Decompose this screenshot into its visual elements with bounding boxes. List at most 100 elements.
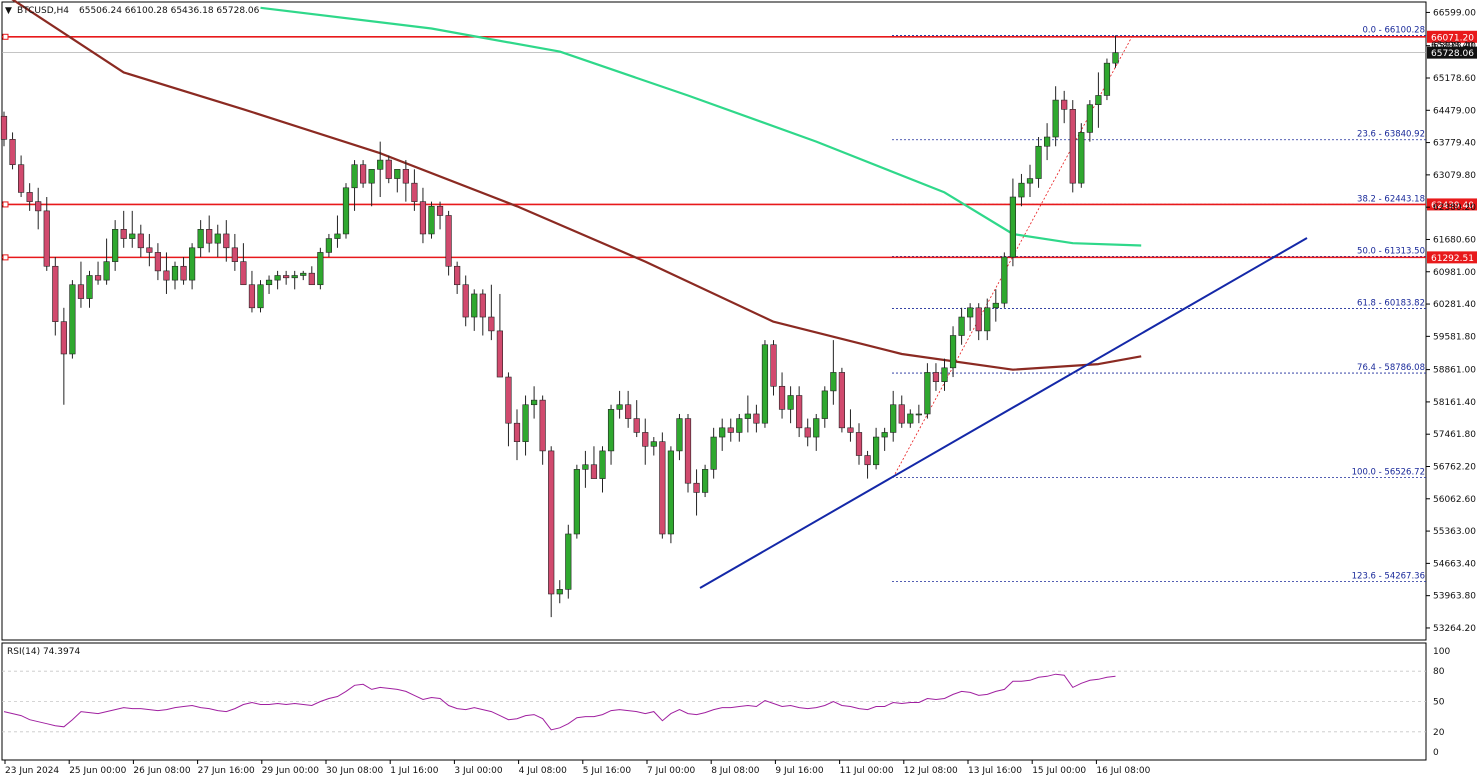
candle-body bbox=[949, 335, 957, 369]
time-tick-label: 5 Jul 16:00 bbox=[583, 766, 632, 776]
symbol-arrow-icon[interactable]: ▼ bbox=[5, 6, 12, 16]
candle-body bbox=[231, 247, 238, 262]
candle-body bbox=[1095, 95, 1102, 106]
candle-body bbox=[206, 229, 213, 244]
candle-body bbox=[248, 284, 256, 309]
candle-body bbox=[736, 418, 743, 433]
candle-body bbox=[77, 284, 85, 299]
candle-body bbox=[479, 293, 486, 318]
candle-body bbox=[223, 233, 230, 249]
candle-body bbox=[291, 275, 298, 279]
time-tick-label: 9 Jul 16:00 bbox=[775, 766, 824, 776]
candle-body bbox=[428, 205, 435, 235]
candle-body bbox=[855, 432, 863, 456]
candle-body bbox=[642, 432, 649, 447]
fib-level-label: 76.4 - 58786.08 bbox=[1357, 363, 1425, 373]
candle-body bbox=[650, 441, 657, 447]
candle-body bbox=[471, 293, 478, 318]
candle-body bbox=[667, 450, 674, 535]
candle-body bbox=[719, 427, 726, 438]
price-tick-label: 58161.40 bbox=[1433, 398, 1476, 408]
candle-body bbox=[385, 159, 392, 179]
candle-body bbox=[265, 279, 273, 286]
candle-body bbox=[975, 307, 982, 332]
candle-body bbox=[753, 413, 760, 424]
candle-body bbox=[992, 302, 999, 309]
candle-body bbox=[411, 182, 418, 202]
candle-body bbox=[154, 252, 162, 272]
candle-body bbox=[830, 372, 837, 392]
candle-body bbox=[163, 270, 170, 281]
candle-body bbox=[590, 464, 598, 479]
price-tick-label: 63779.40 bbox=[1433, 139, 1476, 149]
time-tick-label: 13 Jul 16:00 bbox=[968, 766, 1022, 776]
candle-body bbox=[257, 284, 264, 309]
fib-level-label: 61.8 - 60183.82 bbox=[1357, 299, 1425, 309]
candle-body bbox=[1061, 99, 1068, 110]
price-tick-label: 59581.80 bbox=[1433, 332, 1476, 342]
candle-body bbox=[129, 233, 136, 239]
time-tick-label: 12 Jul 08:00 bbox=[904, 766, 958, 776]
time-tick-label: 30 Jun 08:00 bbox=[326, 766, 383, 776]
candle-body bbox=[197, 229, 204, 249]
candle-body bbox=[915, 413, 922, 416]
candle-body bbox=[351, 164, 358, 189]
candle-body bbox=[676, 418, 683, 452]
candle-body bbox=[436, 205, 444, 216]
time-tick-label: 8 Jul 08:00 bbox=[711, 766, 760, 776]
candle-body bbox=[573, 469, 580, 535]
time-tick-label: 26 Jun 08:00 bbox=[133, 766, 190, 776]
candle-body bbox=[693, 482, 700, 493]
candle-body bbox=[821, 390, 828, 419]
candle-body bbox=[539, 399, 546, 452]
candle-body bbox=[907, 413, 914, 424]
price-tick-label: 58861.00 bbox=[1433, 366, 1476, 376]
fib-level-label: 23.6 - 63840.92 bbox=[1357, 130, 1425, 140]
candle-body bbox=[1103, 62, 1111, 96]
price-tick-label: 55363.00 bbox=[1433, 527, 1476, 537]
time-tick-label: 16 Jul 08:00 bbox=[1096, 766, 1150, 776]
rsi-level-label: 0 bbox=[1433, 748, 1439, 758]
ma-slow-line bbox=[260, 6, 1142, 247]
price-axis: 66599.0065878.4065178.6064479.0063779.40… bbox=[1426, 8, 1477, 634]
time-tick-label: 25 Jun 00:00 bbox=[69, 766, 126, 776]
fib-level-label: 50.0 - 61313.50 bbox=[1357, 246, 1425, 256]
price-tick-label: 53963.80 bbox=[1433, 592, 1476, 602]
candle-body bbox=[838, 372, 845, 429]
candle-body bbox=[565, 533, 572, 590]
rsi-level-label: 50 bbox=[1433, 698, 1445, 708]
price-tick-label: 61680.60 bbox=[1433, 235, 1476, 245]
candle-body bbox=[872, 436, 880, 466]
candle-body bbox=[890, 404, 897, 433]
candle-body bbox=[359, 164, 367, 184]
price-tick-label: 64479.00 bbox=[1433, 106, 1476, 116]
candle-body bbox=[607, 409, 615, 452]
candle-body bbox=[932, 372, 940, 382]
candle-body bbox=[445, 215, 452, 267]
candle-body bbox=[462, 284, 469, 318]
chart-symbol: BTCUSD,H4 bbox=[17, 6, 69, 16]
price-tick-label: 66599.00 bbox=[1433, 8, 1476, 18]
level-price-tag-label: 61292.51 bbox=[1431, 254, 1474, 264]
candle-body bbox=[522, 404, 529, 442]
candle-body bbox=[180, 265, 187, 281]
candle-body bbox=[283, 275, 290, 279]
candle-body bbox=[402, 169, 409, 184]
rsi-line bbox=[3, 673, 1116, 731]
level-anchor-marker bbox=[2, 254, 9, 261]
candle-body bbox=[813, 418, 820, 438]
candle-body bbox=[864, 455, 871, 466]
candle-body bbox=[1035, 145, 1042, 179]
candle-body bbox=[17, 164, 25, 193]
level-price-tag-label: 66071.20 bbox=[1431, 33, 1474, 43]
candle-body bbox=[967, 307, 974, 318]
candle-body bbox=[710, 436, 717, 470]
price-tick-label: 56762.20 bbox=[1433, 462, 1476, 472]
candle-body bbox=[146, 247, 153, 253]
time-tick-label: 4 Jul 08:00 bbox=[519, 766, 568, 776]
overlapped-price-label: 65898.40 bbox=[1431, 41, 1474, 51]
candle-body bbox=[761, 344, 769, 424]
candle-body bbox=[1018, 182, 1025, 198]
fib-level-label: 38.2 - 62443.18 bbox=[1357, 194, 1425, 204]
price-tick-label: 62380.20 bbox=[1433, 203, 1476, 213]
